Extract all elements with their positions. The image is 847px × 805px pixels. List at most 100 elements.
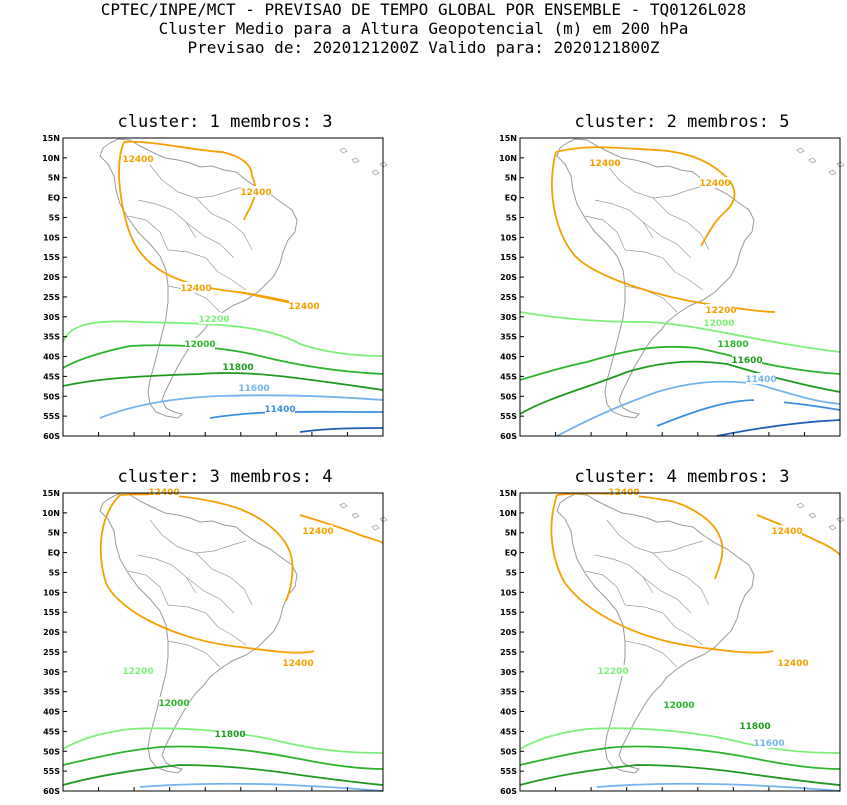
cluster-panel-2: cluster: 2 membros: 5 12400 12400 12200 1200… xyxy=(457,110,847,450)
lat-tick-label: 25S xyxy=(43,293,60,302)
lat-tick-label: 35S xyxy=(43,688,60,697)
contour-label-bg xyxy=(706,304,736,315)
country-border xyxy=(584,570,626,606)
country-border xyxy=(652,552,710,606)
contour-label-bg xyxy=(123,153,153,164)
map-frame xyxy=(62,137,384,437)
contour-label: 12400 xyxy=(240,188,271,198)
contour-label-bg xyxy=(289,300,319,311)
lat-tick-label: 5N xyxy=(505,529,517,538)
contour-line xyxy=(299,427,384,433)
map-frame xyxy=(62,492,384,792)
country-border xyxy=(167,249,219,273)
contour-line xyxy=(550,494,774,654)
country-border xyxy=(185,576,235,614)
contour-line xyxy=(123,140,257,221)
country-border xyxy=(594,199,654,239)
cluster-panel-4: cluster: 4 membros: 3 12400 12400 12400 1220… xyxy=(457,465,847,805)
lat-tick-label: 45S xyxy=(43,372,60,381)
contour-label-bg xyxy=(303,525,333,536)
country-border xyxy=(652,197,710,251)
lat-tick-label: 15N xyxy=(499,134,517,143)
lat-tick-label: 50S xyxy=(500,392,517,401)
contour-label-bg xyxy=(740,720,770,731)
island xyxy=(339,502,348,509)
lat-tick-label: 10S xyxy=(500,233,517,242)
contour-line xyxy=(519,764,841,786)
lat-tick-label: 5S xyxy=(506,213,518,222)
country-border xyxy=(149,164,215,199)
figure-header: CPTEC/INPE/MCT - PREVISAO DE TEMPO GLOBA… xyxy=(0,0,847,57)
map-frame xyxy=(519,137,841,437)
country-border xyxy=(167,285,221,313)
contour-label-bg xyxy=(215,728,245,739)
coastline xyxy=(99,493,298,774)
lat-tick-label: 25S xyxy=(43,648,60,657)
lat-tick-label: 50S xyxy=(43,747,60,756)
lat-tick-label: 15S xyxy=(43,253,60,262)
contour-label-bg xyxy=(778,657,808,668)
contour-line xyxy=(556,380,841,437)
contour-label: 12200 xyxy=(597,667,628,677)
lat-tick-label: 50S xyxy=(43,392,60,401)
contour-label: 12400 xyxy=(302,527,333,537)
contour-line xyxy=(139,782,384,792)
country-border xyxy=(670,540,704,552)
contour-label: 12200 xyxy=(705,306,736,316)
country-border xyxy=(127,215,169,251)
map-svg: 12400 12400 12400 12400 12200 12000 11800 11600… xyxy=(42,134,388,449)
contour-label: 12400 xyxy=(771,527,802,537)
lat-tick-label: 10N xyxy=(42,509,60,518)
contour-line xyxy=(62,745,384,770)
contour-label: 11800 xyxy=(214,730,245,740)
lat-tick-label: 40S xyxy=(500,353,517,362)
contour-label: 12400 xyxy=(589,159,620,169)
lat-tick-label: 45S xyxy=(500,727,517,736)
lat-tick-label: EQ xyxy=(505,194,517,203)
contour-line xyxy=(62,320,384,357)
lat-tick-label: 10N xyxy=(499,509,517,518)
contour-line xyxy=(299,514,384,544)
contour-line xyxy=(99,494,315,654)
contour-label: 11600 xyxy=(238,384,269,394)
lat-tick-label: 5N xyxy=(505,174,517,183)
panel-title: cluster: 3 membros: 4 xyxy=(117,467,333,487)
contour-label-bg xyxy=(223,361,253,372)
contour-label-bg xyxy=(732,354,762,365)
lat-tick-label: 5N xyxy=(48,174,60,183)
contour-label-bg xyxy=(609,486,639,497)
lat-tick-label: 15N xyxy=(42,489,60,498)
contour-line xyxy=(519,345,841,381)
map-frame xyxy=(519,492,841,792)
contour-label: 11800 xyxy=(222,363,253,373)
lat-tick-label: 20S xyxy=(500,628,517,637)
island xyxy=(339,147,348,154)
map-svg: 12400124001240012200120001180015N10N5NEQ… xyxy=(42,486,388,804)
lat-tick-label: 25S xyxy=(500,293,517,302)
contour-label: 11400 xyxy=(745,375,776,385)
country-border xyxy=(594,554,654,594)
header-line-1: CPTEC/INPE/MCT - PREVISAO DE TEMPO GLOBA… xyxy=(100,0,747,19)
contour-line xyxy=(519,727,841,754)
lat-tick-label: 15N xyxy=(42,134,60,143)
contour-line xyxy=(519,311,841,353)
island xyxy=(828,524,837,531)
lat-tick-label: 45S xyxy=(500,372,517,381)
contour-line xyxy=(62,727,384,754)
contour-label-bg xyxy=(772,525,802,536)
lat-tick-label: 10S xyxy=(500,588,517,597)
contour-label: 12400 xyxy=(180,284,211,294)
lat-tick-label: 15S xyxy=(43,608,60,617)
lat-tick-label: 60S xyxy=(43,432,60,440)
header-line-2: Cluster Medio para a Altura Geopotencial… xyxy=(158,19,689,38)
country-border xyxy=(213,540,247,552)
lat-tick-label: 30S xyxy=(500,668,517,677)
lat-tick-label: 5S xyxy=(49,213,61,222)
lat-tick-label: 15S xyxy=(500,253,517,262)
country-border xyxy=(217,626,247,646)
country-border xyxy=(624,604,676,628)
contour-label: 11800 xyxy=(717,340,748,350)
contour-label-bg xyxy=(664,699,694,710)
lat-tick-label: 5N xyxy=(48,529,60,538)
lat-tick-label: 20S xyxy=(43,273,60,282)
